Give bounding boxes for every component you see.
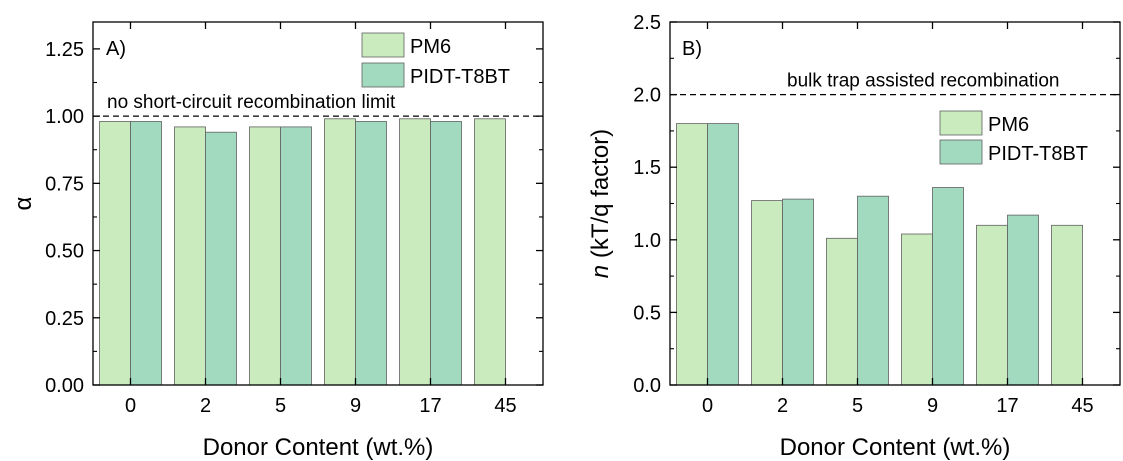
panel-b-chart: bulk trap assisted recombination 0.0 0.5 1.… — [587, 12, 1121, 461]
bar-pm6-2 — [174, 126, 206, 386]
y-tick-label: 1.5 — [633, 157, 661, 179]
bar-pidt-t8bt-0 — [130, 121, 162, 386]
x-axis-label: Donor Content (wt.%) — [780, 434, 1011, 461]
x-tick-label: 0 — [125, 395, 136, 417]
bar-pm6-5 — [826, 237, 858, 386]
legend-label-pidt-t8bt: PIDT-T8BT — [410, 66, 510, 88]
y-axis-label-italic: n — [587, 265, 614, 278]
x-tick-label: 9 — [350, 395, 361, 417]
reference-line-label: bulk trap assisted recombination — [787, 71, 1059, 92]
bar-pidt-t8bt-17 — [430, 121, 462, 386]
x-tick-label: 2 — [777, 395, 788, 417]
x-tick-label: 0 — [702, 395, 713, 417]
panel-a-chart: no short-circuit recombination limit 0.00… — [10, 21, 544, 461]
legend-swatch-pm6 — [939, 110, 983, 136]
legend-swatch-pm6 — [361, 32, 405, 58]
plot-frame — [92, 21, 544, 386]
legend-label-pm6: PM6 — [988, 114, 1029, 136]
legend-label-pidt-t8bt: PIDT-T8BT — [988, 143, 1088, 165]
y-tick-label: 0.25 — [45, 308, 84, 330]
bar-pm6-17 — [976, 224, 1008, 386]
y-tick-label: 0.75 — [45, 173, 84, 195]
bar-pm6-45 — [1051, 224, 1083, 386]
bar-pm6-45 — [474, 118, 506, 386]
bar-pidt-t8bt-0 — [707, 123, 739, 386]
y-tick-label: 1.0 — [633, 230, 661, 252]
bar-pidt-t8bt-2 — [205, 131, 237, 386]
bar-pidt-t8bt-5 — [280, 126, 312, 386]
x-tick-label: 9 — [927, 395, 938, 417]
bar-pidt-t8bt-9 — [932, 187, 964, 386]
x-tick-label: 2 — [200, 395, 211, 417]
y-axis-label-text: α — [10, 196, 37, 210]
bar-pm6-9 — [324, 118, 356, 386]
panel-label: B) — [682, 38, 702, 60]
y-tick-label: 0.5 — [633, 302, 661, 324]
y-tick-label: 1.25 — [45, 39, 84, 61]
bar-pm6-5 — [249, 126, 281, 386]
bar-pm6-2 — [751, 200, 783, 386]
bar-pm6-17 — [399, 118, 431, 386]
y-tick-label: 0.0 — [633, 375, 661, 397]
bar-pidt-t8bt-5 — [857, 195, 889, 386]
bar-pidt-t8bt-17 — [1007, 214, 1039, 386]
bar-pidt-t8bt-2 — [782, 198, 814, 386]
y-tick-label: 2.5 — [633, 12, 661, 34]
bar-pidt-t8bt-9 — [355, 121, 387, 386]
y-tick-label: 0.50 — [45, 241, 84, 263]
y-axis-label-text: (kT/q factor) — [587, 129, 614, 265]
y-tick-label: 0.00 — [45, 375, 84, 397]
x-tick-label: 5 — [852, 395, 863, 417]
bar-pm6-0 — [676, 123, 708, 386]
bar-pm6-9 — [901, 233, 933, 386]
y-axis-label: α — [10, 196, 37, 210]
y-tick-label: 1.00 — [45, 106, 84, 128]
x-tick-label: 17 — [419, 395, 441, 417]
reference-line-label: no short-circuit recombination limit — [107, 92, 396, 113]
x-tick-label: 45 — [494, 395, 516, 417]
x-axis-label: Donor Content (wt.%) — [203, 434, 434, 461]
legend-swatch-pidt-t8bt — [939, 139, 983, 165]
x-tick-label: 5 — [275, 395, 286, 417]
legend-swatch-pidt-t8bt — [361, 62, 405, 88]
x-tick-label: 45 — [1071, 395, 1093, 417]
x-tick-label: 17 — [996, 395, 1018, 417]
panel-label: A) — [106, 38, 126, 60]
legend-label-pm6: PM6 — [410, 36, 451, 58]
y-axis-label: n (kT/q factor) — [587, 129, 614, 278]
y-tick-label: 2.0 — [633, 85, 661, 107]
bar-pm6-0 — [99, 121, 131, 386]
